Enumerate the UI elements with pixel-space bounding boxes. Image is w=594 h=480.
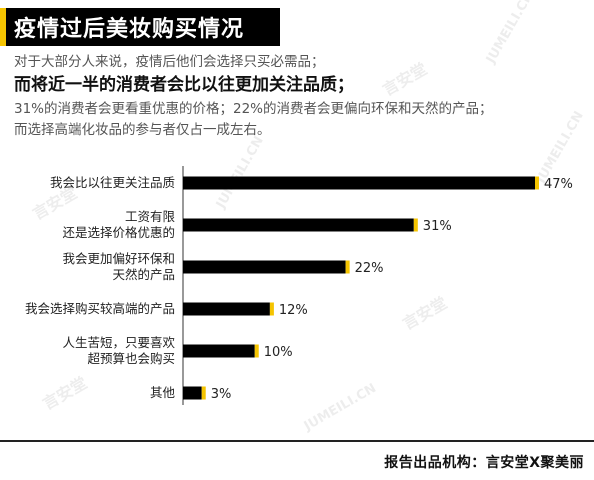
footer-divider xyxy=(0,440,594,442)
data-label: 10% xyxy=(264,345,293,360)
category-label: 我会比以往更关注品质 xyxy=(50,175,175,190)
bar-end-cap xyxy=(413,218,418,232)
bar-end-cap xyxy=(254,344,259,358)
title-bar: 疫情过后美妆购买情况 xyxy=(6,8,280,46)
intro-text: 对于大部分人来说，疫情后他们会选择只买必需品； 而将近一半的消费者会比以往更加关… xyxy=(14,52,586,140)
bar xyxy=(183,176,535,190)
footer-credit: 报告出品机构：言安堂X聚美丽 xyxy=(384,455,584,471)
category-label: 人生苦短，只要喜欢超预算也会购买 xyxy=(62,335,175,366)
category-label: 工资有限还是选择价格优惠的 xyxy=(62,209,175,240)
title-accent xyxy=(0,8,6,46)
data-label: 31% xyxy=(423,219,452,234)
bar xyxy=(183,302,270,316)
data-label: 3% xyxy=(211,387,232,402)
category-label: 其他 xyxy=(150,385,176,400)
bar-end-cap xyxy=(345,260,350,274)
intro-line-3: 31%的消费者会更看重优惠的价格；22%的消费者会更偏向环保和天然的产品； xyxy=(14,101,493,117)
category-label: 我会更加偏好环保和天然的产品 xyxy=(62,251,175,282)
bar-end-cap xyxy=(201,386,206,400)
bar-end-cap xyxy=(535,176,539,190)
bar xyxy=(183,386,202,400)
data-label: 12% xyxy=(279,303,308,318)
bar xyxy=(183,218,414,232)
page-title: 疫情过后美妆购买情况 xyxy=(14,17,245,42)
bar-end-cap xyxy=(269,302,274,316)
category-label: 我会选择购买较高端的产品 xyxy=(25,301,175,316)
intro-line-2: 而将近一半的消费者会比以往更加关注品质； xyxy=(14,75,354,95)
bar xyxy=(183,344,255,358)
bar-chart: 47% 我会比以往更关注品质 31% 工资有限还是选择价格优惠的 22% 我会更加偏好环保… xyxy=(25,166,573,405)
intro-line-4: 而选择高端化妆品的参与者仅占一成左右。 xyxy=(14,122,271,138)
bar xyxy=(183,260,346,274)
data-label: 22% xyxy=(355,261,384,276)
data-label: 47% xyxy=(544,177,573,192)
intro-line-1: 对于大部分人来说，疫情后他们会选择只买必需品； xyxy=(14,54,325,70)
